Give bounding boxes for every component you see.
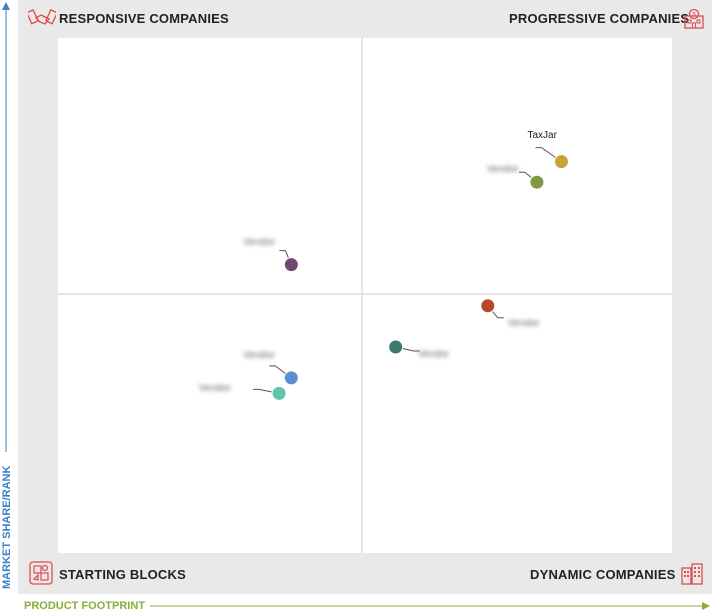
quadrant-label-dynamic: DYNAMIC COMPANIES xyxy=(530,567,676,582)
plot-area xyxy=(58,38,672,553)
company-label: Vendor xyxy=(507,317,540,329)
handshake-icon xyxy=(28,9,56,25)
quadrant-label-starting: STARTING BLOCKS xyxy=(59,567,186,582)
svg-text:$: $ xyxy=(692,13,696,19)
points-layer xyxy=(253,147,569,401)
company-label: Vendor xyxy=(486,164,519,176)
point-leader-line xyxy=(535,147,562,163)
company-point[interactable] xyxy=(271,385,287,401)
company-point[interactable] xyxy=(480,298,496,314)
company-label: Vendor xyxy=(417,349,450,360)
y-axis xyxy=(0,0,14,594)
y-axis-arrow xyxy=(2,2,10,452)
x-axis-label: PRODUCT FOOTPRINT xyxy=(24,600,145,612)
company-point[interactable] xyxy=(388,339,404,355)
quadrant-label-responsive: RESPONSIVE COMPANIES xyxy=(59,11,229,26)
company-label: Vendor xyxy=(243,236,276,248)
bank-icon: $ xyxy=(684,8,704,29)
x-axis-arrowhead xyxy=(702,602,710,610)
company-label: TaxJar xyxy=(527,129,557,141)
blocks-icon xyxy=(29,561,53,585)
company-point[interactable] xyxy=(283,370,299,386)
company-point[interactable] xyxy=(283,257,299,273)
company-point[interactable] xyxy=(553,154,569,170)
quadrant-label-progressive: PROGRESSIVE COMPANIES xyxy=(509,11,690,26)
buildings-icon xyxy=(681,563,703,585)
company-label: Vendor xyxy=(243,349,276,361)
company-point[interactable] xyxy=(529,174,545,190)
company-label: Vendor xyxy=(199,383,231,395)
